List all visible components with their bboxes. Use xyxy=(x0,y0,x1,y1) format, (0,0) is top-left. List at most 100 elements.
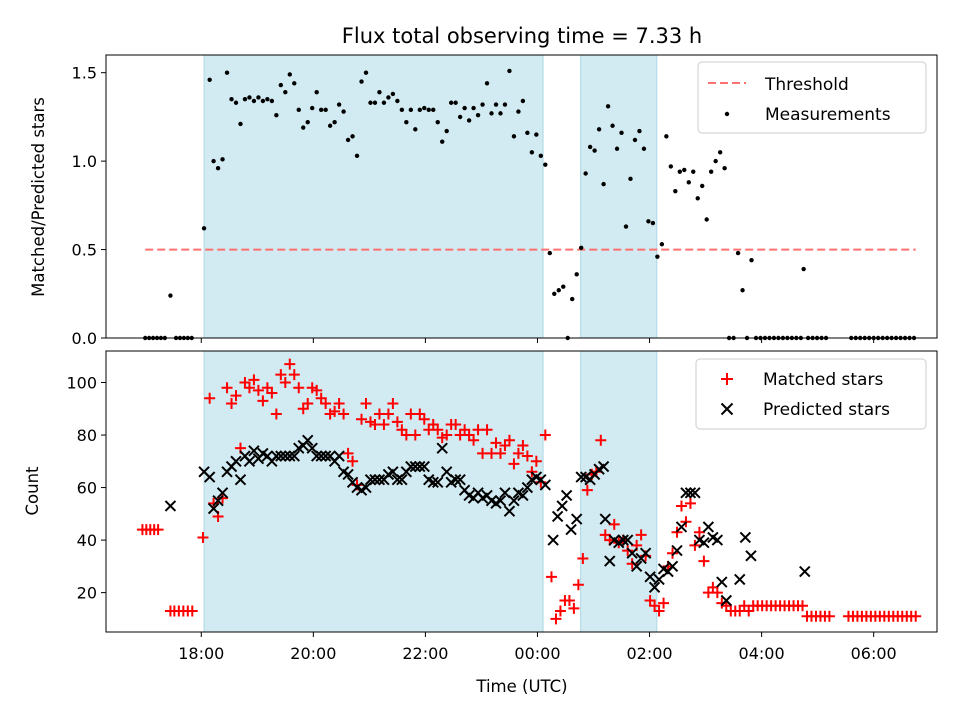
matched-star-point xyxy=(693,526,705,538)
shaded-intervals xyxy=(203,54,658,339)
measurement-point xyxy=(168,293,173,298)
measurement-point xyxy=(345,137,351,143)
matched-star-point xyxy=(823,610,835,622)
measurement-point xyxy=(310,105,315,111)
matched-star-point xyxy=(333,398,345,410)
predicted-star-point xyxy=(517,489,529,502)
y-tick-label: 80 xyxy=(77,426,97,445)
predicted-star-point xyxy=(653,573,665,586)
matched-star-point xyxy=(653,605,665,617)
predicted-star-point xyxy=(604,555,616,567)
predicted-star-point xyxy=(440,466,453,478)
predicted-star-point xyxy=(666,560,679,573)
measurement-point xyxy=(619,130,624,136)
measurement-point xyxy=(422,105,427,111)
predicted-star-point xyxy=(414,460,426,473)
measurement-point xyxy=(552,291,557,296)
legend-measurements-label: Measurements xyxy=(765,105,891,125)
measurement-point xyxy=(327,123,333,128)
predicted-star-point xyxy=(284,450,296,462)
predicted-star-point xyxy=(494,494,507,507)
matched-star-point xyxy=(481,424,493,436)
predicted-star-point xyxy=(644,571,656,583)
predicted-star-point xyxy=(418,460,430,473)
y-tick-label: 100 xyxy=(66,374,97,393)
matched-star-point xyxy=(432,424,444,436)
measurement-point xyxy=(224,70,230,75)
predicted-star-point xyxy=(734,573,746,586)
measurement-point xyxy=(507,68,512,74)
matched-star-point xyxy=(360,398,372,410)
x-tick-label: 22:00 xyxy=(402,644,448,663)
count-y-axis-label: Count xyxy=(23,466,42,516)
observing-interval xyxy=(580,54,658,339)
measurement-point xyxy=(323,107,328,113)
predicted-star-point xyxy=(508,494,520,507)
predicted-star-point xyxy=(369,473,381,486)
matched-star-point xyxy=(468,434,480,446)
ratio-legend-box xyxy=(697,61,927,134)
measurement-point xyxy=(668,164,674,169)
count-panel: 20 40 60 80 100 18:00 20:00 22:00 00:00 02:00 04:… xyxy=(23,350,938,663)
predicted-star-point xyxy=(521,481,534,494)
measurement-point xyxy=(529,150,535,155)
predicted-star-point xyxy=(671,544,683,557)
matched-star-point xyxy=(608,518,620,530)
measurement-point xyxy=(713,158,718,164)
measurement-point xyxy=(578,245,584,250)
measurement-point xyxy=(215,166,221,171)
predicted-star-point xyxy=(639,547,652,559)
legend-predicted-swatch xyxy=(720,402,734,416)
predicted-star-point xyxy=(575,471,587,483)
measurement-point xyxy=(480,102,485,107)
predicted-star-point xyxy=(333,450,345,462)
measurement-point xyxy=(484,81,490,86)
x-tick-label: 00:00 xyxy=(514,644,560,663)
y-tick-label: 20 xyxy=(77,584,97,603)
measurement-point xyxy=(256,95,261,100)
predicted-star-point xyxy=(617,534,629,546)
predicted-star-point xyxy=(675,521,688,533)
matched-star-point xyxy=(257,395,269,407)
observing-interval xyxy=(203,350,544,633)
matched-star-point xyxy=(208,497,220,509)
ratio-legend: Threshold Measurements xyxy=(697,61,927,134)
ratio-panel-frame xyxy=(105,54,938,339)
measurement-point xyxy=(278,82,284,88)
measurement-point xyxy=(502,102,508,107)
measurement-point xyxy=(466,118,472,123)
matched-star-point xyxy=(539,429,551,441)
measurement-point xyxy=(601,181,606,187)
matched-star-point xyxy=(490,437,502,449)
matched-star-point xyxy=(503,434,515,446)
measurement-point xyxy=(426,107,431,113)
shaded-intervals xyxy=(203,350,658,633)
matched-star-point xyxy=(517,440,529,452)
matched-star-point xyxy=(450,419,462,431)
matched-star-point xyxy=(293,382,305,394)
measurement-point xyxy=(462,105,467,111)
measurement-point xyxy=(431,107,436,113)
measurement-point xyxy=(453,100,458,105)
measurement-point xyxy=(520,98,526,104)
measurement-point xyxy=(408,107,414,113)
predicted-star-point xyxy=(539,479,552,491)
measurement-point xyxy=(399,107,405,113)
y-tick-label: 1.5 xyxy=(72,64,97,83)
matched-star-point xyxy=(279,377,291,389)
measurement-point xyxy=(525,130,530,136)
matched-star-point xyxy=(521,450,533,462)
predicted-star-point xyxy=(648,581,661,594)
predicted-star-point xyxy=(503,505,516,517)
predicted-star-point xyxy=(698,537,710,549)
predicted-star-point xyxy=(248,445,260,457)
predicted-star-point xyxy=(306,442,318,454)
y-tick-label: 0.5 xyxy=(72,241,97,260)
predicted-star-point xyxy=(702,521,715,533)
measurement-point xyxy=(390,91,396,97)
predicted-star-point xyxy=(364,473,377,486)
matched-star-point xyxy=(595,434,607,446)
matched-star-point xyxy=(338,408,350,420)
predicted-star-point xyxy=(621,534,634,546)
measurement-point xyxy=(296,107,301,113)
